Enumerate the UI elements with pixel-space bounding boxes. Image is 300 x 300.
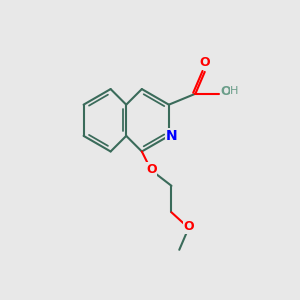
Text: O: O [183, 220, 194, 233]
Text: H: H [230, 86, 238, 96]
Text: O: O [146, 163, 157, 176]
Text: O: O [220, 85, 231, 98]
Text: O: O [200, 56, 210, 69]
Text: N: N [165, 129, 177, 143]
